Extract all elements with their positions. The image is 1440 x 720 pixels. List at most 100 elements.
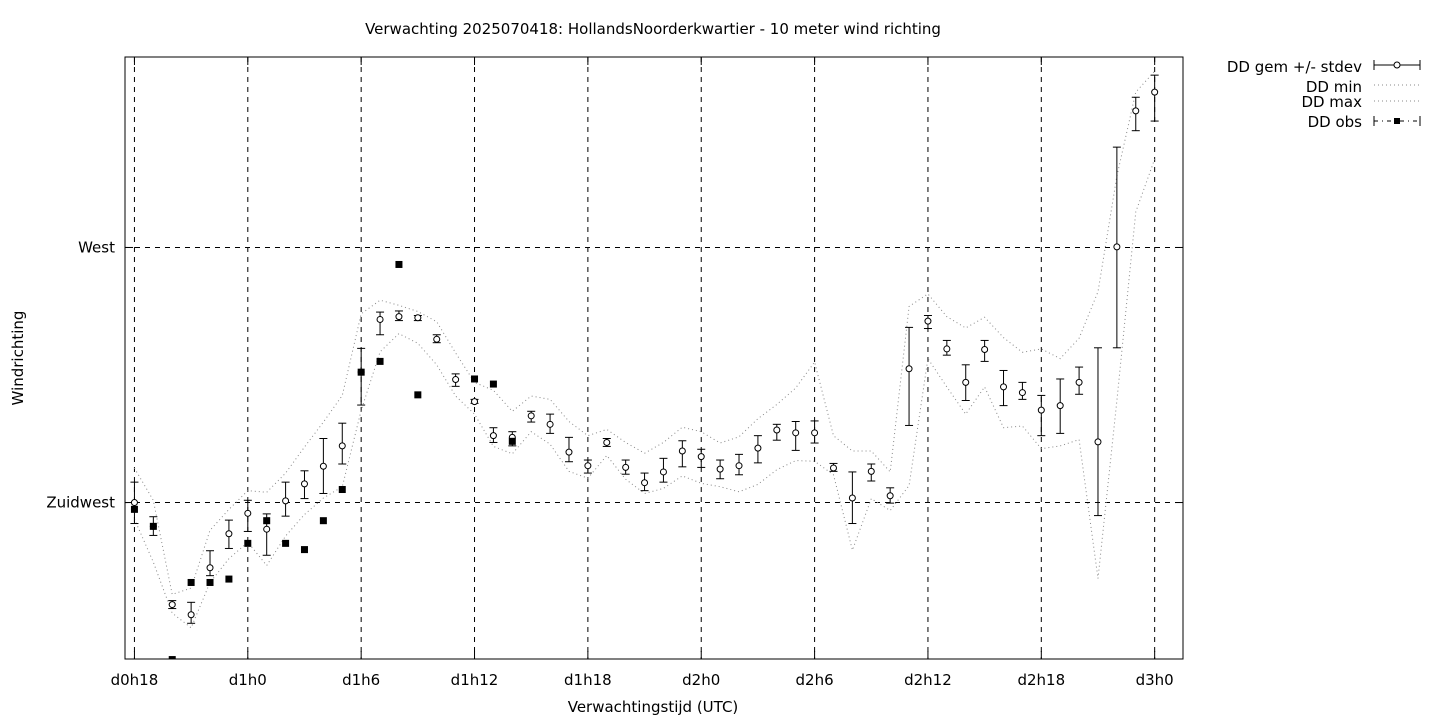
- x-axis-label: Verwachtingstijd (UTC): [568, 698, 739, 716]
- obs-point: [300, 546, 308, 554]
- legend-label-3: DD obs: [1308, 113, 1363, 131]
- mean-point: [187, 611, 195, 619]
- x-tick-label: d1h12: [451, 671, 499, 689]
- mean-point: [678, 447, 686, 455]
- x-tick-label: d3h0: [1136, 671, 1174, 689]
- mean-point: [848, 494, 856, 502]
- mean-point: [811, 429, 819, 437]
- mean-point: [263, 525, 271, 533]
- plot-area: [124, 56, 1184, 660]
- mean-point: [1132, 107, 1140, 115]
- mean-point: [168, 601, 176, 609]
- x-tick-label: d0h18: [111, 671, 159, 689]
- mean-point: [433, 335, 441, 343]
- obs-point: [244, 539, 252, 547]
- legend-sample-3: [1373, 116, 1421, 126]
- mean-point: [546, 420, 554, 428]
- mean-point: [376, 315, 384, 323]
- mean-point: [1037, 406, 1045, 414]
- legend-sample-0: [1373, 60, 1421, 70]
- obs-point: [357, 368, 365, 376]
- obs-point: [225, 575, 233, 583]
- obs-point: [187, 578, 195, 586]
- obs-point: [263, 517, 271, 525]
- obs-point: [168, 656, 176, 659]
- mean-point: [905, 365, 913, 373]
- mean-point: [641, 479, 649, 487]
- mean-point: [338, 442, 346, 450]
- mean-point: [565, 448, 573, 456]
- mean-point: [924, 317, 932, 325]
- x-tick-label: d1h18: [564, 671, 612, 689]
- series-line-dd-min: [133, 158, 1156, 629]
- mean-point: [829, 464, 837, 472]
- obs-point: [508, 437, 516, 445]
- mean-point: [527, 412, 535, 420]
- mean-point: [773, 426, 781, 434]
- mean-point: [319, 462, 327, 470]
- mean-point: [1056, 402, 1064, 410]
- obs-point: [489, 380, 497, 388]
- mean-point: [962, 378, 970, 386]
- mean-point: [471, 398, 479, 406]
- legend-label-0: DD gem +/- stdev: [1227, 58, 1362, 76]
- mean-point: [282, 497, 290, 505]
- x-tick-label: d2h6: [796, 671, 834, 689]
- mean-point: [659, 468, 667, 476]
- y-tick-label: Zuidwest: [46, 494, 115, 512]
- legend-label-1: DD min: [1306, 78, 1362, 96]
- legend: DD gem +/- stdev DD min DD max DD obs: [1227, 58, 1421, 131]
- mean-point: [489, 432, 497, 440]
- series-layer: [130, 70, 1159, 659]
- chart-title: Verwachting 2025070418: HollandsNoorderk…: [365, 20, 941, 38]
- x-tick-label: d2h12: [904, 671, 952, 689]
- mean-point: [754, 444, 762, 452]
- mean-point: [1151, 88, 1159, 96]
- x-tick-label: d1h0: [229, 671, 267, 689]
- obs-point: [130, 505, 138, 513]
- mean-point: [244, 509, 252, 517]
- series-line-dd-max: [133, 70, 1156, 596]
- obs-point: [206, 578, 214, 586]
- mean-point: [452, 376, 460, 384]
- x-tick-label: d2h18: [1017, 671, 1065, 689]
- obs-point: [376, 357, 384, 365]
- mean-point: [1113, 243, 1121, 251]
- axis-ticks: d0h18 d1h0 d1h6 d1h12 d1h18 d2h0 d2h6 d2h12 d2h1…: [46, 57, 1183, 689]
- obs-point: [149, 522, 157, 530]
- mean-point: [1075, 378, 1083, 386]
- obs-point: [471, 375, 479, 383]
- mean-point: [716, 465, 724, 473]
- obs-point: [319, 517, 327, 525]
- mean-point: [395, 313, 403, 321]
- obs-point: [414, 391, 422, 399]
- mean-point: [867, 467, 875, 475]
- mean-point: [697, 453, 705, 461]
- mean-point: [130, 499, 138, 507]
- mean-point: [414, 314, 422, 322]
- obs-point: [282, 539, 290, 547]
- legend-label-2: DD max: [1301, 93, 1362, 111]
- mean-point: [943, 345, 951, 353]
- obs-point: [395, 260, 403, 268]
- x-tick-label: d2h0: [682, 671, 720, 689]
- mean-point: [603, 438, 611, 446]
- y-tick-label: West: [78, 238, 115, 256]
- mean-point: [225, 530, 233, 538]
- mean-point: [584, 462, 592, 470]
- mean-point: [886, 492, 894, 500]
- x-tick-label: d1h6: [342, 671, 380, 689]
- mean-point: [1094, 438, 1102, 446]
- mean-point: [622, 463, 630, 471]
- mean-point: [792, 429, 800, 437]
- mean-point: [1018, 389, 1026, 397]
- obs-point: [338, 486, 346, 494]
- mean-point: [206, 564, 214, 572]
- y-axis-label: Windrichting: [9, 311, 27, 406]
- mean-point: [1000, 383, 1008, 391]
- mean-point: [735, 462, 743, 470]
- grid: [125, 57, 1183, 659]
- mean-point: [300, 480, 308, 488]
- mean-point: [981, 345, 989, 353]
